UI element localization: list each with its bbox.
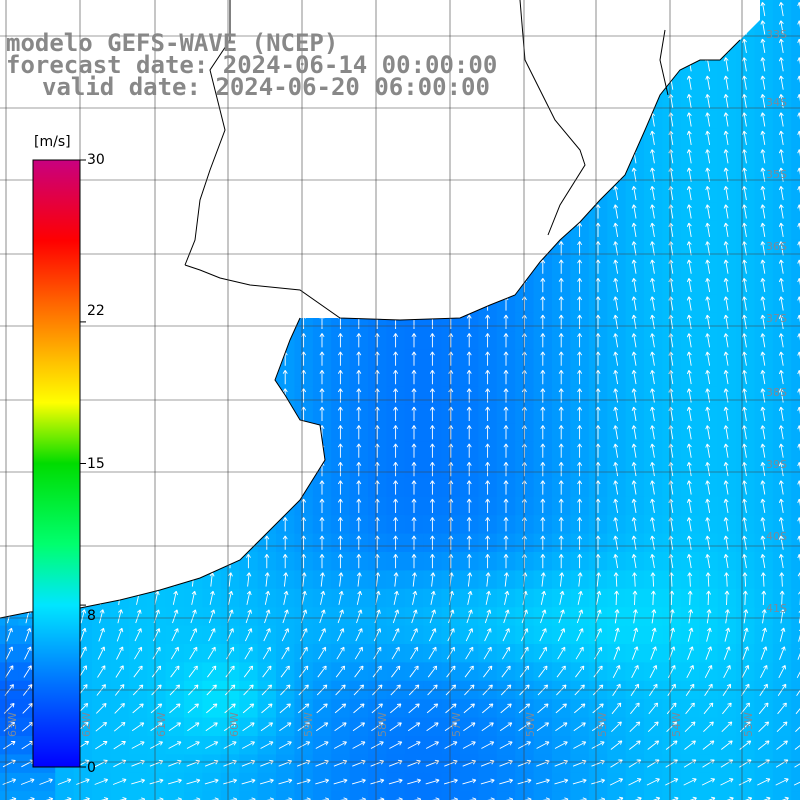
lon-label: 54W (670, 712, 683, 737)
lon-label: 59W (302, 712, 315, 737)
coastline (0, 39, 741, 619)
lat-label: 34S (766, 96, 787, 109)
lon-label: 61W (155, 712, 168, 737)
lon-label: 63W (6, 712, 19, 737)
lat-label: 40S (766, 530, 787, 543)
colorbar-tick: 0 (87, 760, 96, 776)
colorbar-tick: 30 (87, 152, 105, 168)
valid-date: valid date: 2024-06-20 06:00:00 (42, 73, 490, 101)
colorbar (32, 159, 86, 768)
forecast-date: forecast date: 2024-06-14 00:00:00 (6, 51, 498, 79)
land-area (0, 0, 760, 320)
lon-label: 56W (524, 712, 537, 737)
model-title: modelo GEFS-WAVE (NCEP) (6, 29, 339, 57)
lat-label: 33S (766, 28, 787, 41)
lon-label: 53W (742, 712, 755, 737)
country-border (184, 0, 669, 266)
lon-label: 57W (450, 712, 463, 737)
lon-label: 60W (228, 712, 241, 737)
lat-label: 36S (766, 240, 787, 253)
colorbar-tick: 15 (87, 456, 105, 472)
lon-label: 55W (596, 712, 609, 737)
lat-label: 35S (766, 168, 787, 181)
lon-label: 62W (80, 712, 93, 737)
lat-label: 38S (766, 386, 787, 399)
lat-label: 37S (766, 312, 787, 325)
lat-label: 41S (766, 602, 787, 615)
colorbar-unit: [m/s] (34, 134, 71, 150)
colorbar-tick: 8 (87, 608, 96, 624)
lon-label: 58W (376, 712, 389, 737)
colorbar-tick: 22 (87, 303, 105, 319)
lat-label: 39S (766, 458, 787, 471)
